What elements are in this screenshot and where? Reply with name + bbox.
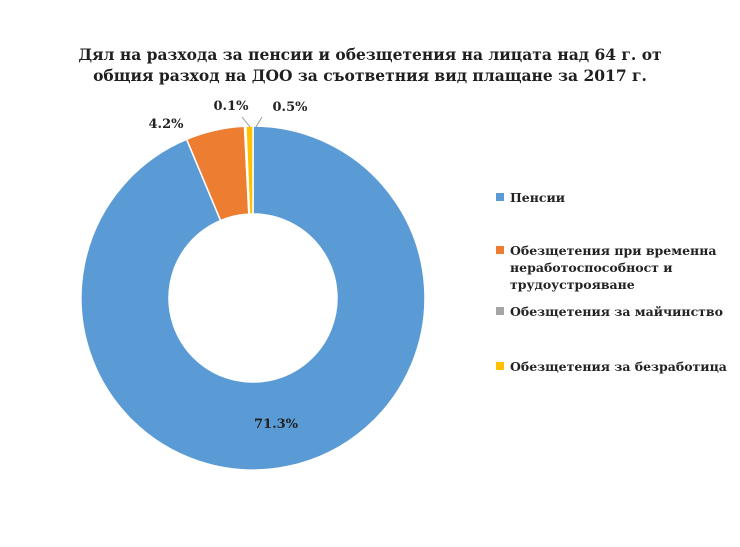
legend-swatch-temporary-incapacity [496, 246, 504, 254]
label-pensions: 71.3% [254, 417, 299, 432]
chart-title: Дял на разхода за пенсии и обезщетения н… [60, 44, 680, 86]
leader-line-maternity [241, 116, 251, 128]
label-temporary-incapacity: 4.2% [149, 117, 185, 132]
legend-item-temporary-incapacity: Обезщетения при временна неработоспособн… [496, 242, 730, 293]
slice-unemployment [245, 125, 254, 215]
chart-title-line-1: Дял на разхода за пенсии и обезщетения н… [78, 45, 662, 64]
legend-swatch-pensions [496, 193, 504, 201]
legend-item-pensions: Пенсии [496, 189, 730, 206]
legend-label-unemployment: Обезщетения за безработица [510, 359, 727, 374]
slice-pensions [80, 125, 426, 471]
label-maternity: 0.1% [214, 99, 250, 114]
legend-label-pensions: Пенсии [510, 190, 566, 205]
chart-title-line-2: общия разход на ДОО за съответния вид пл… [93, 66, 647, 85]
leader-line-unemployment [255, 116, 263, 128]
label-unemployment: 0.5% [273, 100, 309, 115]
legend-item-unemployment: Обезщетения за безработица [496, 358, 730, 375]
legend-item-maternity: Обезщетения за майчинство [496, 303, 730, 320]
legend-label-maternity: Обезщетения за майчинство [510, 304, 723, 319]
legend-swatch-maternity [496, 307, 504, 315]
legend-label-temporary-incapacity: Обезщетения при временна неработоспособн… [510, 243, 717, 292]
legend-swatch-unemployment [496, 362, 504, 370]
